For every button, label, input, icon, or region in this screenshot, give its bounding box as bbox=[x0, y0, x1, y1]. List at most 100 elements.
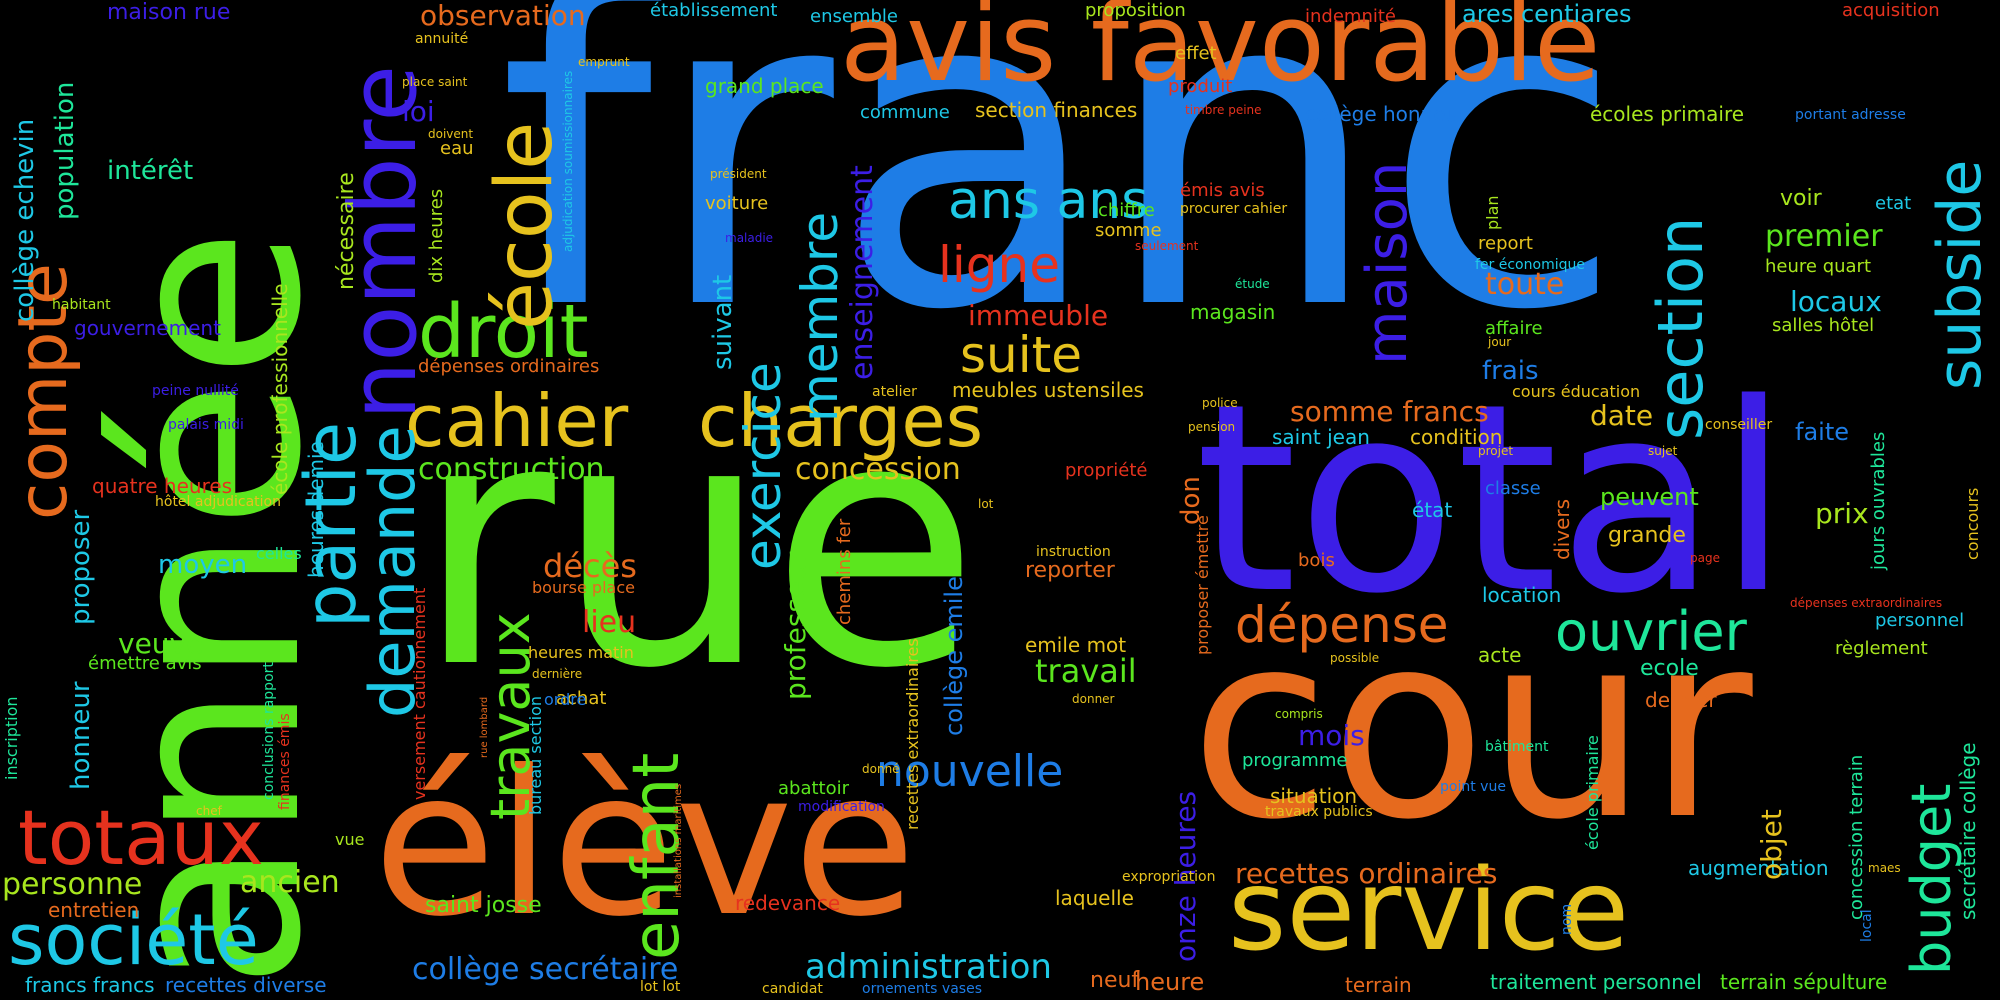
word: saint josse bbox=[425, 893, 542, 918]
word: enseignement bbox=[845, 165, 880, 380]
word: bâtiment bbox=[1485, 739, 1549, 755]
word: objet bbox=[1755, 809, 1788, 880]
word: professeur bbox=[779, 551, 812, 700]
word: école bbox=[480, 121, 570, 330]
word: construction bbox=[418, 452, 605, 487]
word: immeuble bbox=[968, 299, 1109, 332]
word: divers bbox=[1550, 498, 1574, 560]
word: ares centiares bbox=[1462, 0, 1632, 28]
word: inscription bbox=[2, 696, 21, 780]
word: maison bbox=[1355, 161, 1420, 365]
word: possible bbox=[1330, 651, 1380, 665]
word: effet bbox=[1175, 43, 1217, 64]
word: collège emile bbox=[940, 576, 968, 736]
word: charges bbox=[698, 379, 984, 463]
word: augmentation bbox=[1688, 856, 1829, 880]
word: traitement personnel bbox=[1490, 970, 1702, 994]
word: somme francs bbox=[1290, 395, 1489, 428]
word: compris bbox=[1275, 707, 1323, 721]
word: achat bbox=[556, 688, 607, 709]
word: salles hôtel bbox=[1772, 315, 1875, 336]
word: emprunt bbox=[578, 55, 630, 69]
word: hôtel adjudication bbox=[155, 494, 281, 510]
word: procurer cahier bbox=[1180, 201, 1288, 217]
word: sujet bbox=[1648, 444, 1678, 458]
word: commune bbox=[860, 102, 950, 123]
word: cahier bbox=[405, 379, 629, 463]
word: chef bbox=[196, 804, 222, 818]
word: heure bbox=[1135, 968, 1205, 996]
word: rue lombard bbox=[479, 696, 490, 758]
word: concession terrain bbox=[1846, 754, 1867, 920]
word: totaux bbox=[18, 793, 264, 882]
word: redevance bbox=[735, 891, 841, 915]
word: section bbox=[1644, 216, 1717, 440]
word: local bbox=[1859, 909, 1875, 942]
word: etat bbox=[1875, 193, 1912, 214]
word: ligne bbox=[938, 236, 1060, 294]
word: classe bbox=[1485, 478, 1541, 499]
word: recettes ordinaires bbox=[1235, 857, 1498, 890]
word: total bbox=[1195, 349, 1790, 651]
word: atelier bbox=[872, 384, 917, 400]
word: dernière bbox=[532, 667, 583, 681]
word: peine nullité bbox=[152, 383, 239, 399]
word: finances émis bbox=[277, 713, 293, 810]
word: gouvernement bbox=[74, 316, 221, 340]
word: prix bbox=[1815, 497, 1869, 530]
word: produit bbox=[1168, 76, 1233, 97]
word: suivant bbox=[708, 274, 738, 370]
word: faite bbox=[1795, 418, 1849, 446]
word: bureau section bbox=[526, 695, 545, 815]
word: membre bbox=[791, 211, 849, 422]
word: projet bbox=[1478, 444, 1514, 458]
word: suite bbox=[960, 326, 1082, 384]
word: bourse place bbox=[532, 578, 635, 597]
word: travail bbox=[1035, 652, 1137, 690]
word: ouvrier bbox=[1555, 600, 1747, 663]
word: annuité bbox=[415, 31, 469, 47]
word: frais bbox=[1482, 356, 1539, 386]
word: secrétaire collège bbox=[1956, 742, 1980, 920]
word: entretien bbox=[48, 898, 140, 922]
word: veuve bbox=[118, 627, 204, 660]
word: section finances bbox=[975, 98, 1138, 122]
word: travaux publics bbox=[1265, 804, 1373, 820]
word: grand place bbox=[705, 74, 824, 98]
word: magasin bbox=[1190, 300, 1276, 324]
word: indemnité bbox=[1305, 6, 1396, 27]
word: cour bbox=[1190, 579, 1753, 876]
word: intérêt bbox=[107, 156, 194, 186]
word: installations maritimes bbox=[673, 783, 684, 898]
word: palais midi bbox=[168, 417, 244, 433]
word: eau bbox=[440, 138, 474, 159]
word: heures matin bbox=[528, 643, 634, 662]
word: jour bbox=[1488, 335, 1512, 349]
word: seulement bbox=[1135, 239, 1199, 253]
word: doivent bbox=[428, 127, 474, 141]
word: propriété bbox=[1065, 460, 1148, 481]
word: plan bbox=[1483, 195, 1502, 230]
word: dix heures bbox=[426, 188, 447, 283]
word: acte bbox=[1478, 643, 1522, 667]
word: élève bbox=[373, 728, 917, 961]
word: maladie bbox=[725, 231, 774, 245]
word: chiffre bbox=[1098, 200, 1155, 221]
word: situation bbox=[1270, 784, 1358, 808]
word: nécessaire bbox=[334, 172, 359, 290]
word: conseiller bbox=[1705, 417, 1773, 433]
word: affaire bbox=[1485, 318, 1543, 339]
word: collège echevin bbox=[10, 118, 40, 322]
word: collège honneur bbox=[1305, 102, 1467, 126]
word: fer économique bbox=[1475, 257, 1585, 273]
word: maes bbox=[1868, 861, 1901, 875]
word: dernier bbox=[1645, 688, 1717, 712]
word: école primaire bbox=[1583, 735, 1602, 850]
word: dépenses ordinaires bbox=[418, 356, 600, 377]
word: premier bbox=[1765, 219, 1883, 254]
word: établissement bbox=[650, 0, 778, 21]
word: versement cautionnement bbox=[410, 587, 429, 800]
word: conclusions rapport bbox=[261, 662, 277, 800]
word: peuvent bbox=[1600, 483, 1699, 511]
